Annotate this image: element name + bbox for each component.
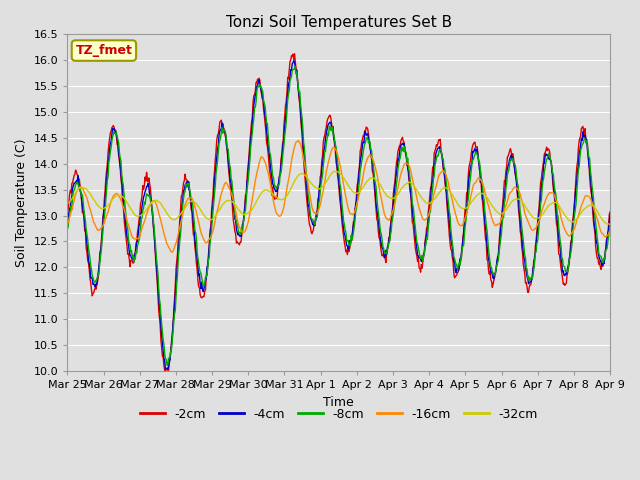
Title: Tonzi Soil Temperatures Set B: Tonzi Soil Temperatures Set B (226, 15, 452, 30)
X-axis label: Time: Time (323, 396, 354, 408)
Y-axis label: Soil Temperature (C): Soil Temperature (C) (15, 138, 28, 267)
Text: TZ_fmet: TZ_fmet (76, 44, 132, 57)
Legend: -2cm, -4cm, -8cm, -16cm, -32cm: -2cm, -4cm, -8cm, -16cm, -32cm (134, 403, 543, 426)
